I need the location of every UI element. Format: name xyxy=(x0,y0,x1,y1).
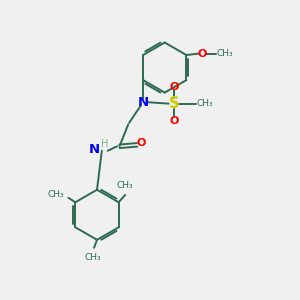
Text: N: N xyxy=(89,143,100,156)
Text: CH₃: CH₃ xyxy=(216,49,233,58)
Text: O: O xyxy=(169,116,179,126)
Text: CH₃: CH₃ xyxy=(117,182,134,190)
Text: CH₃: CH₃ xyxy=(196,99,213,108)
Text: CH₃: CH₃ xyxy=(84,253,101,262)
Text: CH₃: CH₃ xyxy=(47,190,64,200)
Text: O: O xyxy=(169,82,179,92)
Text: N: N xyxy=(137,96,148,109)
Text: H: H xyxy=(101,139,109,149)
Text: O: O xyxy=(198,49,207,58)
Text: S: S xyxy=(169,96,179,111)
Text: O: O xyxy=(136,138,146,148)
